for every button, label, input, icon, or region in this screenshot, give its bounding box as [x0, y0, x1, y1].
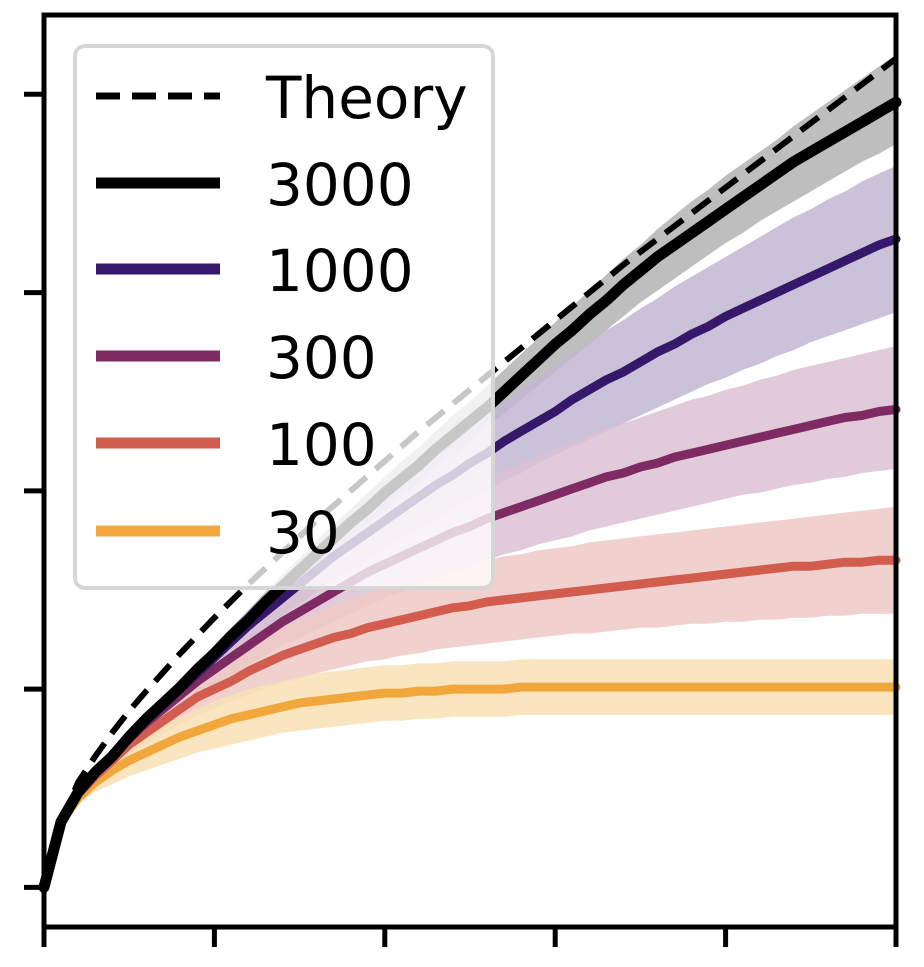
legend-label-100: 100 [266, 411, 377, 479]
legend-label-30: 30 [266, 499, 340, 567]
legend-label-theory: Theory [265, 64, 468, 132]
band-1000 [44, 165, 896, 888]
band-300 [44, 346, 896, 888]
plot-frame [41, 12, 899, 930]
series-line-100 [39, 555, 901, 892]
band-100 [44, 506, 896, 888]
band-3000 [44, 54, 896, 888]
legend-label-3000: 3000 [266, 151, 414, 219]
legend-label-1000: 1000 [266, 237, 414, 305]
legend: Theory 3000 1000 300 100 30 [73, 44, 495, 590]
legend-label-300: 300 [266, 324, 377, 392]
series-line-30 [39, 682, 901, 892]
axis-ticks [24, 91, 899, 947]
